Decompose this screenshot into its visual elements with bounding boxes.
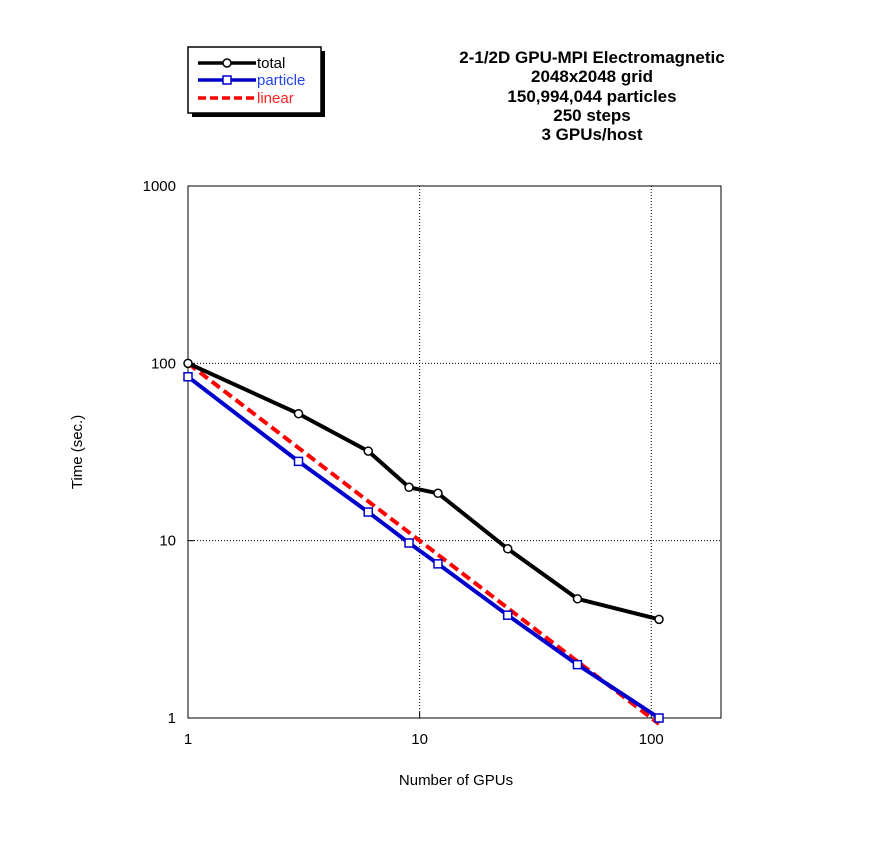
title-line-5: 3 GPUs/host (541, 125, 642, 144)
legend-label-particle: particle (257, 72, 305, 89)
x-tick-label: 10 (411, 731, 428, 748)
data-point-particle (572, 659, 583, 670)
data-point-total (433, 488, 443, 499)
x-axis-label: Number of GPUs (399, 772, 513, 789)
axis-ticks: 1 10 100 1 10 100 1000 (143, 178, 664, 748)
x-tick-label: 100 (639, 731, 664, 748)
legend-marker-total (222, 58, 232, 68)
data-point-total (293, 408, 304, 419)
legend-entry-linear: linear (198, 90, 294, 107)
data-point-particle (654, 713, 664, 723)
y-tick-label: 1000 (143, 178, 176, 195)
title-line-1: 2-1/2D GPU-MPI Electromagnetic (459, 48, 724, 67)
title-line-2: 2048x2048 grid (531, 67, 653, 86)
data-point-total (654, 614, 664, 625)
data-point-total (363, 446, 373, 456)
legend: total particle linear (187, 46, 325, 117)
series-lines (186, 361, 661, 726)
title-line-4: 250 steps (553, 106, 631, 125)
x-tick-label: 1 (184, 731, 192, 748)
y-tick-label: 10 (159, 533, 176, 550)
data-point-total (502, 544, 513, 554)
chart-title: 2-1/2D GPU-MPI Electromagnetic 2048x2048… (459, 48, 724, 144)
legend-entry-particle: particle (198, 72, 305, 89)
data-point-total (183, 358, 193, 369)
data-point-particle (183, 372, 193, 382)
legend-label-linear: linear (257, 90, 294, 107)
legend-label-total: total (257, 55, 285, 72)
legend-marker-particle (222, 75, 232, 85)
series-line-particle (186, 375, 661, 720)
title-line-3: 150,994,044 particles (507, 87, 676, 106)
data-point-particle (404, 538, 414, 548)
plot-frame (187, 185, 722, 719)
data-point-particle (502, 610, 513, 620)
data-point-total (572, 594, 583, 604)
grid (188, 186, 721, 718)
data-point-particle (293, 456, 304, 467)
y-tick-label: 1 (168, 710, 176, 727)
data-point-particle (433, 559, 443, 569)
data-point-total (404, 482, 414, 493)
series-markers (183, 358, 664, 723)
series-line-linear (186, 361, 661, 726)
y-tick-label: 100 (151, 355, 176, 372)
series-line-total (187, 361, 660, 622)
y-axis-label: Time (sec.) (69, 415, 86, 489)
data-point-particle (363, 507, 373, 517)
legend-entry-total: total (198, 55, 285, 72)
